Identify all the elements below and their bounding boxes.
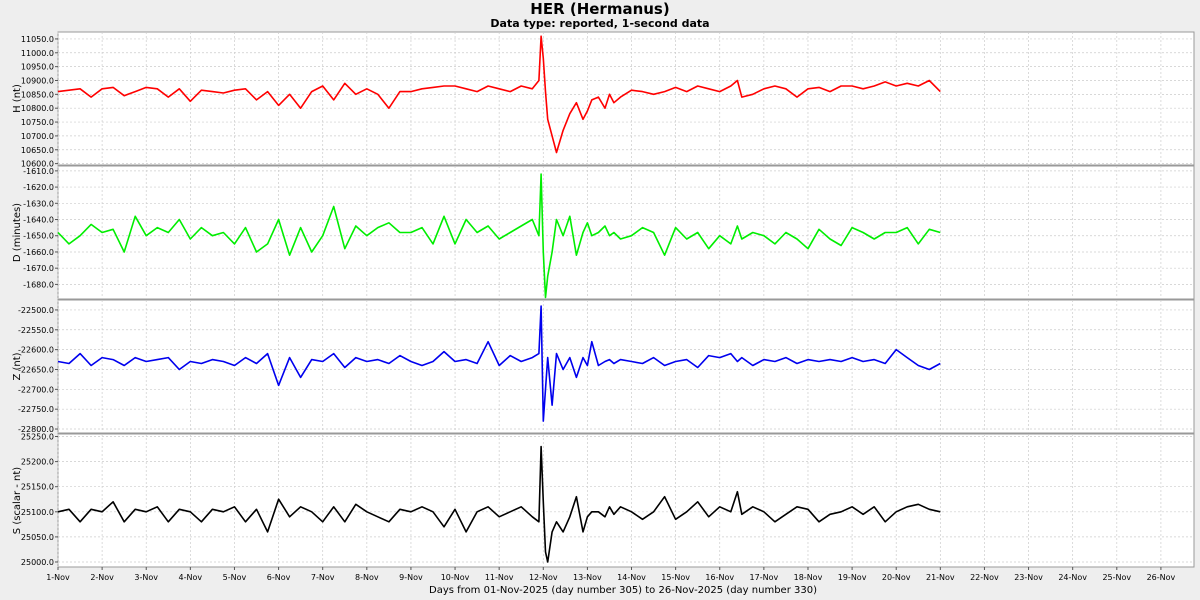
- y-tick-label: 10850.0: [21, 90, 54, 99]
- y-tick-label: -1660.0: [23, 248, 54, 257]
- x-tick-label: 26-Nov: [1147, 573, 1176, 582]
- y-axis-label: Z (nt): [12, 352, 23, 380]
- y-tick-label: 25100.0: [21, 508, 54, 517]
- panels: 10600.0 10650.0 10700.0 10750.0 10800.0 10850…: [12, 31, 1195, 582]
- x-tick-label: 3-Nov: [134, 573, 158, 582]
- x-tick-label: 24-Nov: [1058, 573, 1087, 582]
- chart-subtitle: Data type: reported, 1-second data: [490, 17, 709, 30]
- y-tick-label: -1680.0: [23, 280, 54, 289]
- y-tick-label: -22750.0: [18, 405, 54, 414]
- x-tick-label: 9-Nov: [399, 573, 423, 582]
- y-tick-label: 25000.0: [21, 558, 54, 567]
- x-tick-label: 14-Nov: [617, 573, 646, 582]
- panel-2-plot-area: [57, 165, 1195, 300]
- panel-1-plot-area: [57, 31, 1195, 166]
- x-tick-label: 16-Nov: [705, 573, 734, 582]
- series-line-panel-4: [57, 445, 941, 563]
- x-tick-label: 23-Nov: [1014, 573, 1043, 582]
- x-tick-label: 12-Nov: [529, 573, 558, 582]
- y-tick-label: 10700.0: [21, 132, 54, 141]
- y-tick-label: -1670.0: [23, 264, 54, 273]
- panel-3: -22800.0 -22750.0 -22700.0 -22650.0 -22600.0…: [12, 299, 1195, 434]
- x-tick-label: 13-Nov: [573, 573, 602, 582]
- y-tick-label: 10750.0: [21, 118, 54, 127]
- chart-title: HER (Hermanus): [530, 0, 669, 18]
- panel-2: -1680.0 -1670.0 -1660.0 -1650.0 -1640.0 -1630…: [12, 165, 1195, 300]
- y-tick-label: 10650.0: [21, 146, 54, 155]
- panel-4-plot-area: [57, 433, 1195, 568]
- y-tick-label: -1610.0: [23, 167, 54, 176]
- y-tick-label: 10900.0: [21, 76, 54, 85]
- y-tick-label: 25200.0: [21, 458, 54, 467]
- y-tick-label: 10600.0: [21, 160, 54, 169]
- panel-4: 25000.0 25050.0 25100.0 25150.0 25200.0 25250…: [12, 433, 1195, 568]
- x-tick-label: 25-Nov: [1102, 573, 1131, 582]
- y-tick-label: -22500.0: [18, 306, 54, 315]
- y-tick-label: -1650.0: [23, 232, 54, 241]
- x-tick-label: 7-Nov: [311, 573, 335, 582]
- x-tick-label: 8-Nov: [355, 573, 379, 582]
- series-line-panel-3: [57, 305, 941, 422]
- y-tick-label: 10950.0: [21, 63, 54, 72]
- y-tick-label: 11050.0: [21, 35, 54, 44]
- x-tick-label: 2-Nov: [90, 573, 114, 582]
- y-tick-label: -22800.0: [18, 425, 54, 434]
- y-axis-label: D (minutes): [12, 203, 23, 262]
- y-tick-label: 25150.0: [21, 483, 54, 492]
- y-tick-label: -22650.0: [18, 365, 54, 374]
- y-tick-label: -22550.0: [18, 326, 54, 335]
- x-tick-label: 18-Nov: [794, 573, 823, 582]
- y-axis-label: S (scalar - nt): [12, 467, 23, 535]
- y-tick-label: -1620.0: [23, 183, 54, 192]
- x-tick-label: 17-Nov: [750, 573, 779, 582]
- y-axis-label: H (nt): [12, 84, 23, 113]
- x-tick-label: 10-Nov: [441, 573, 470, 582]
- x-tick-label: 21-Nov: [926, 573, 955, 582]
- x-tick-label: 20-Nov: [882, 573, 911, 582]
- x-tick-label: 6-Nov: [267, 573, 291, 582]
- x-tick-label: 19-Nov: [838, 573, 867, 582]
- y-tick-label: -1640.0: [23, 216, 54, 225]
- y-tick-label: 10800.0: [21, 104, 54, 113]
- x-tick-label: 11-Nov: [485, 573, 514, 582]
- panel-3-plot-area: [57, 299, 1195, 434]
- y-tick-label: 25250.0: [21, 433, 54, 442]
- y-tick-label: -22700.0: [18, 385, 54, 394]
- x-tick-label: 15-Nov: [661, 573, 690, 582]
- x-tick-label: 4-Nov: [179, 573, 203, 582]
- x-axis: 1-Nov 2-Nov 3-Nov 4-Nov 5-Nov 6-Nov 7-Nov 8-Nov…: [46, 567, 1176, 582]
- x-tick-label: 5-Nov: [223, 573, 247, 582]
- series-line-panel-2: [57, 173, 941, 299]
- y-tick-label: -1630.0: [23, 199, 54, 208]
- series-line-panel-1: [57, 35, 941, 154]
- x-tick-label: 22-Nov: [970, 573, 999, 582]
- y-tick-label: 11000.0: [21, 49, 54, 58]
- y-tick-label: 25050.0: [21, 533, 54, 542]
- y-tick-label: -22600.0: [18, 346, 54, 355]
- x-axis-label: Days from 01-Nov-2025 (day number 305) t…: [429, 585, 817, 596]
- x-tick-label: 1-Nov: [46, 573, 70, 582]
- panel-1: 10600.0 10650.0 10700.0 10750.0 10800.0 10850…: [12, 31, 1195, 169]
